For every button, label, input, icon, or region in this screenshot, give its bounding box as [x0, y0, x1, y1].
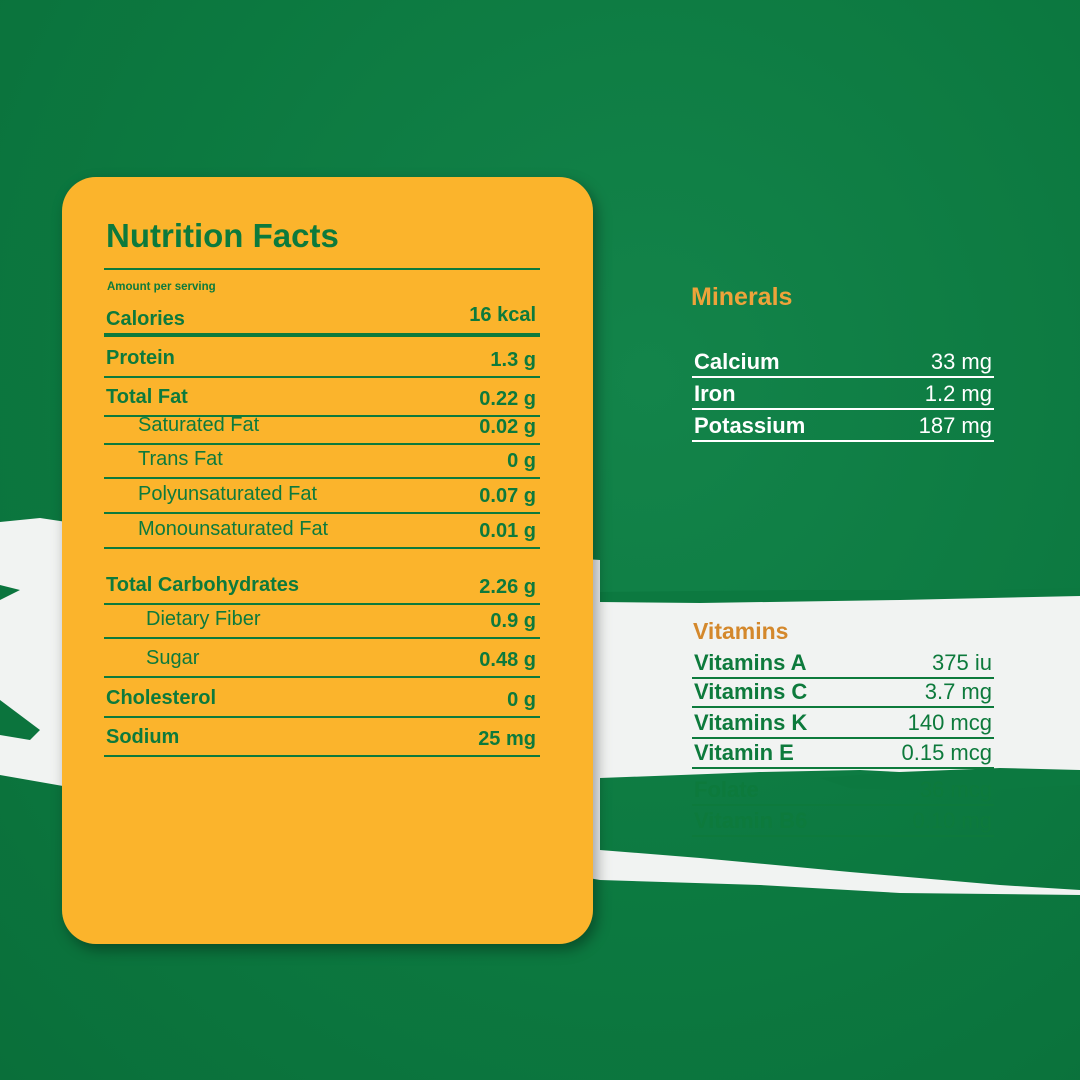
row-divider	[104, 603, 540, 605]
nutrient-label: Calories	[106, 308, 185, 330]
nutrient-label: Sugar	[146, 647, 200, 669]
row-divider	[104, 415, 540, 417]
vitamins-label: Vitamins K	[694, 710, 808, 735]
nutrient-value: 0 g	[507, 689, 536, 711]
nutrient-value: 0.9 g	[490, 610, 536, 632]
nutrition-row: Dietary Fiber 0.9 g	[104, 605, 540, 639]
nutrient-label: Total Fat	[106, 386, 188, 408]
nutrient-label: Trans Fat	[138, 448, 223, 470]
minerals-label: Potassium	[694, 413, 806, 438]
amount-per-serving-label: Amount per serving	[107, 281, 216, 293]
minerals-value: 187 mg	[918, 413, 992, 438]
minerals-value: 1.2 mg	[924, 381, 992, 406]
row-divider	[104, 376, 540, 378]
row-divider	[692, 706, 994, 708]
row-divider	[104, 333, 540, 337]
minerals-value: 33 mg	[930, 349, 992, 374]
nutrient-value: 0.02 g	[479, 416, 536, 438]
vitamins-value: 0.15 mcg	[901, 740, 993, 765]
minerals-heading: Minerals	[691, 283, 793, 311]
nutrient-value: 0.01 g	[479, 520, 536, 542]
nutrient-label: Monounsaturated Fat	[138, 518, 329, 540]
nutrition-row: Monounsaturated Fat 0.01 g	[104, 514, 540, 549]
vitamins-value: 3.7 mg	[924, 679, 992, 704]
divider	[104, 268, 540, 270]
nutrient-value: 25 mg	[478, 728, 536, 750]
vitamins-row: Vitamins C 3.7 mg	[692, 679, 994, 708]
minerals-row: Potassium 187 mg	[692, 410, 994, 442]
vitamins-label: Vitamin E	[694, 740, 794, 765]
nutrient-value: 0.22 g	[479, 388, 536, 410]
nutrition-row: Calories 16 kcal	[104, 277, 540, 337]
row-divider	[104, 755, 540, 757]
nutrient-label: Saturated Fat	[138, 414, 260, 436]
row-divider	[104, 637, 540, 639]
row-divider	[692, 804, 994, 806]
nutrient-label: Total Carbohydrates	[106, 574, 299, 596]
nutrient-label: Polyunsaturated Fat	[138, 483, 317, 505]
row-divider	[104, 512, 540, 514]
row-divider	[104, 443, 540, 445]
nutrient-value: 0 g	[507, 450, 536, 472]
nutrition-row: Polyunsaturated Fat 0.07 g	[104, 479, 540, 514]
row-divider	[104, 716, 540, 718]
vitamins-label: Vitamin B6	[694, 808, 808, 833]
nutrition-row: Protein 1.3 g	[104, 337, 540, 378]
vitamins-value: 36 mcg	[919, 777, 992, 802]
nutrient-label: Dietary Fiber	[146, 608, 261, 630]
minerals-row: Calcium 33 mg	[692, 345, 994, 378]
vitamins-label: Vitamins A	[694, 650, 807, 675]
nutrition-row: Trans Fat 0 g	[104, 445, 540, 479]
nutrition-row: Total Carbohydrates 2.26 g	[104, 549, 540, 605]
nutrient-value: 16 kcal	[469, 304, 536, 326]
vitamins-value: 0.10 mg	[912, 808, 993, 833]
nutrient-label: Sodium	[106, 726, 180, 748]
row-divider	[692, 835, 994, 837]
nutrient-value: 0.48 g	[479, 649, 536, 671]
nutrition-row: Cholesterol 0 g	[104, 678, 540, 718]
row-divider	[692, 677, 994, 679]
vitamins-row: Vitamins K 140 mcg	[692, 708, 994, 739]
nutrition-facts-title: Nutrition Facts	[106, 217, 339, 254]
row-divider	[692, 737, 994, 739]
vitamins-heading: Vitamins	[693, 618, 789, 644]
vitamins-row: Vitamin E 0.15 mcg	[692, 738, 994, 769]
nutrient-value: 2.26 g	[479, 576, 536, 598]
minerals-label: Iron	[694, 381, 736, 406]
nutrient-value: 1.3 g	[490, 349, 536, 371]
nutrient-label: Protein	[106, 347, 175, 369]
minerals-row: Iron 1.2 mg	[692, 380, 994, 410]
vitamins-label: Vitamins C	[694, 679, 808, 704]
row-divider	[692, 376, 994, 378]
vitamins-label: Folate	[694, 777, 759, 802]
nutrition-row: Saturated Fat 0.02 g	[104, 414, 540, 445]
nutrition-row: Sodium 25 mg	[104, 718, 540, 757]
nutrition-row: Total Fat 0.22 g	[104, 378, 540, 417]
nutrition-row: Sugar 0.48 g	[104, 639, 540, 678]
nutrition-facts-card: Nutrition Facts Amount per serving Calor…	[62, 177, 593, 944]
vitamins-value: 375 iu	[932, 650, 992, 675]
vitamins-value: 140 mcg	[907, 710, 992, 735]
vitamins-row: Folate 36 mcg	[692, 772, 994, 806]
vitamins-row: Vitamins A 375 iu	[692, 650, 994, 679]
row-divider	[692, 767, 994, 769]
row-divider	[104, 477, 540, 479]
row-divider	[692, 440, 994, 442]
row-divider	[104, 547, 540, 549]
row-divider	[692, 408, 994, 410]
nutrient-value: 0.07 g	[479, 485, 536, 507]
row-divider	[104, 676, 540, 678]
minerals-label: Calcium	[694, 349, 780, 374]
vitamins-row: Vitamin B6 0.10 mg	[692, 808, 994, 837]
nutrient-label: Cholesterol	[106, 687, 217, 709]
